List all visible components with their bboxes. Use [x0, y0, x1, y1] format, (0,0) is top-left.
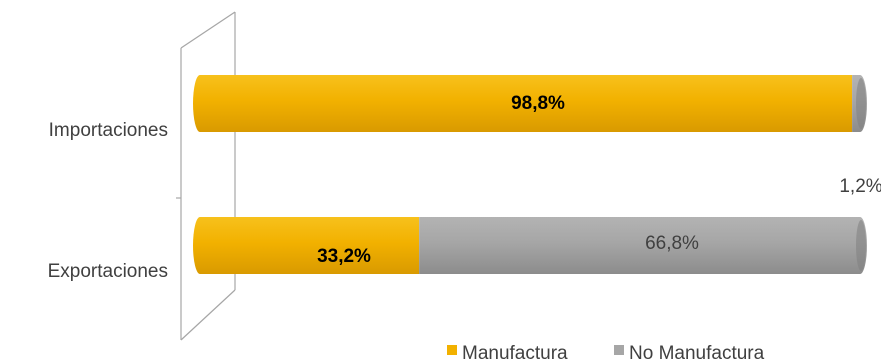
bar-exportaciones-no-manufactura [419, 217, 860, 274]
data-label-importaciones-no-manufactura: 1,2% [839, 176, 881, 197]
bar-exportaciones-manufactura [200, 217, 420, 274]
legend-label-manufactura: Manufactura [462, 343, 568, 362]
legend: Manufactura No Manufactura [447, 343, 765, 362]
legend-swatch-no-manufactura [614, 345, 624, 355]
bar-cap-left-importaciones [193, 75, 207, 132]
bar-cap-right-shade-importaciones [856, 78, 866, 129]
data-label-importaciones-manufactura: 98,8% [511, 93, 565, 114]
data-label-exportaciones-no-manufactura: 66,8% [645, 233, 699, 254]
category-label-importaciones: Importaciones [49, 120, 168, 141]
data-label-group: 98,8% 33,2% 1,2% 66,8% [317, 93, 881, 267]
category-label-exportaciones: Exportaciones [48, 261, 168, 282]
legend-swatch-manufactura [447, 345, 457, 355]
bar-cap-right-shade-exportaciones [856, 220, 866, 271]
bar-importaciones-manufactura [200, 75, 853, 132]
legend-label-no-manufactura: No Manufactura [629, 343, 765, 362]
bar-cap-left-exportaciones [193, 217, 207, 274]
data-label-exportaciones-manufactura: 33,2% [317, 246, 371, 267]
bar-group [193, 75, 867, 274]
axis-frame [176, 11, 236, 341]
